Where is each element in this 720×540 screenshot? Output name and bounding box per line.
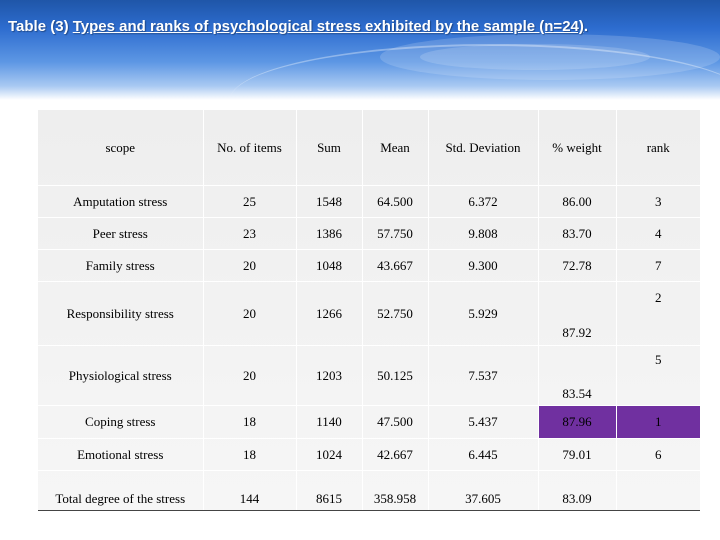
cell-sd: 7.537 (428, 345, 539, 406)
cell-scope: Peer stress (38, 217, 204, 250)
cell-mean: 47.500 (362, 405, 429, 439)
cell-rank: 5 (616, 345, 700, 406)
title-prefix: Table (3) (8, 18, 73, 35)
cell-items: 20 (203, 345, 297, 406)
cell-items: 20 (203, 249, 297, 282)
slide-header: Table (3) Types and ranks of psychologic… (0, 0, 720, 100)
header-scope: scope (38, 110, 204, 186)
cell-weight: 87.92 (538, 281, 617, 346)
cell-mean: 64.500 (362, 185, 429, 218)
cell-weight: 86.00 (538, 185, 617, 218)
header-items: No. of items (203, 110, 297, 186)
cell-sum: 1548 (296, 185, 363, 218)
total-sum: 8615 (296, 470, 363, 526)
cell-items: 18 (203, 405, 297, 439)
cell-scope: Family stress (38, 249, 204, 282)
cell-scope: Responsibility stress (38, 281, 204, 346)
slide-title: Table (3) Types and ranks of psychologic… (8, 18, 720, 35)
header-weight: % weight (538, 110, 617, 186)
cell-mean: 43.667 (362, 249, 429, 282)
total-items: 144 (203, 470, 297, 526)
table-row: Family stress 20 1048 43.667 9.300 72.78… (38, 249, 700, 282)
header-std-deviation: Std. Deviation (428, 110, 539, 186)
cell-mean: 52.750 (362, 281, 429, 346)
table-header-row: scope No. of items Sum Mean Std. Deviati… (38, 110, 700, 186)
cell-items: 18 (203, 438, 297, 471)
cell-sum: 1140 (296, 405, 363, 439)
cell-sd: 9.300 (428, 249, 539, 282)
table-row: Emotional stress 18 1024 42.667 6.445 79… (38, 438, 700, 471)
cell-rank: 7 (616, 249, 700, 282)
cell-sd: 5.437 (428, 405, 539, 439)
table-row: Responsibility stress 20 1266 52.750 5.9… (38, 281, 700, 346)
total-mean: 358.958 (362, 470, 429, 526)
cell-sum: 1386 (296, 217, 363, 250)
cell-sd: 6.445 (428, 438, 539, 471)
cell-items: 25 (203, 185, 297, 218)
title-underlined: Types and ranks of psychological stress … (72, 18, 584, 35)
total-weight: 83.09 (538, 470, 617, 526)
cell-items: 20 (203, 281, 297, 346)
cell-rank: 3 (616, 185, 700, 218)
cell-items: 23 (203, 217, 297, 250)
cell-weight: 72.78 (538, 249, 617, 282)
header-rank: rank (616, 110, 700, 186)
cell-rank-highlighted: 1 (616, 405, 700, 439)
cell-scope: Coping stress (38, 405, 204, 439)
cell-sd: 5.929 (428, 281, 539, 346)
total-scope: Total degree of the stress (38, 470, 204, 526)
total-rank (616, 471, 700, 527)
header-mean: Mean (362, 110, 429, 186)
cell-weight: 83.70 (538, 217, 617, 250)
cell-sum: 1203 (296, 345, 363, 406)
cell-rank: 2 (616, 281, 700, 346)
table-bottom-rule (38, 510, 700, 511)
cell-weight-highlighted: 87.96 (538, 405, 617, 439)
cell-mean: 42.667 (362, 438, 429, 471)
cell-scope: Amputation stress (38, 185, 204, 218)
cell-scope: Physiological stress (38, 345, 204, 406)
cell-rank: 4 (616, 217, 700, 250)
total-sd: 37.605 (428, 470, 539, 526)
cell-weight: 83.54 (538, 345, 617, 406)
table-row: Physiological stress 20 1203 50.125 7.53… (38, 345, 700, 406)
table-total-row: Total degree of the stress 144 8615 358.… (38, 470, 700, 527)
cell-sum: 1048 (296, 249, 363, 282)
cell-scope: Emotional stress (38, 438, 204, 471)
cell-sd: 6.372 (428, 185, 539, 218)
cell-sum: 1266 (296, 281, 363, 346)
header-curve-decoration (230, 44, 720, 100)
title-suffix: . (583, 18, 589, 35)
cell-mean: 57.750 (362, 217, 429, 250)
cell-rank: 6 (616, 438, 700, 471)
cell-sd: 9.808 (428, 217, 539, 250)
cell-mean: 50.125 (362, 345, 429, 406)
table-row: Peer stress 23 1386 57.750 9.808 83.70 4 (38, 217, 700, 250)
cell-weight: 79.01 (538, 438, 617, 471)
cell-sum: 1024 (296, 438, 363, 471)
header-sum: Sum (296, 110, 363, 186)
table-row: Coping stress 18 1140 47.500 5.437 87.96… (38, 405, 700, 439)
stress-table: scope No. of items Sum Mean Std. Deviati… (38, 110, 700, 526)
table-row: Amputation stress 25 1548 64.500 6.372 8… (38, 185, 700, 218)
